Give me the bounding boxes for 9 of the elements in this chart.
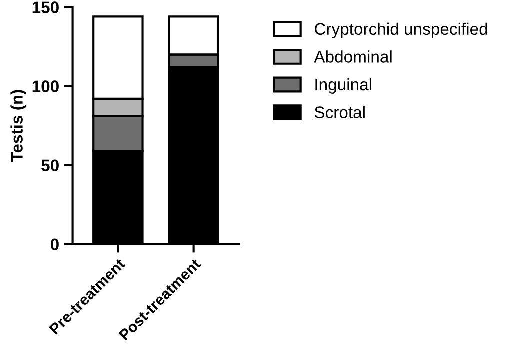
y-tick-label: 50	[42, 160, 59, 172]
legend-label: Cryptorchid unspecified	[315, 22, 488, 38]
legend-label: Scrotal	[314, 106, 365, 118]
legend-label: Inguinal	[316, 78, 372, 94]
legend-label: Abdominal	[314, 50, 392, 63]
y-tick-label: 150	[32, 2, 59, 14]
y-axis-title: Testis (n)	[10, 90, 26, 162]
y-tick-label: 100	[32, 80, 59, 92]
y-tick-label: 0	[50, 238, 59, 251]
